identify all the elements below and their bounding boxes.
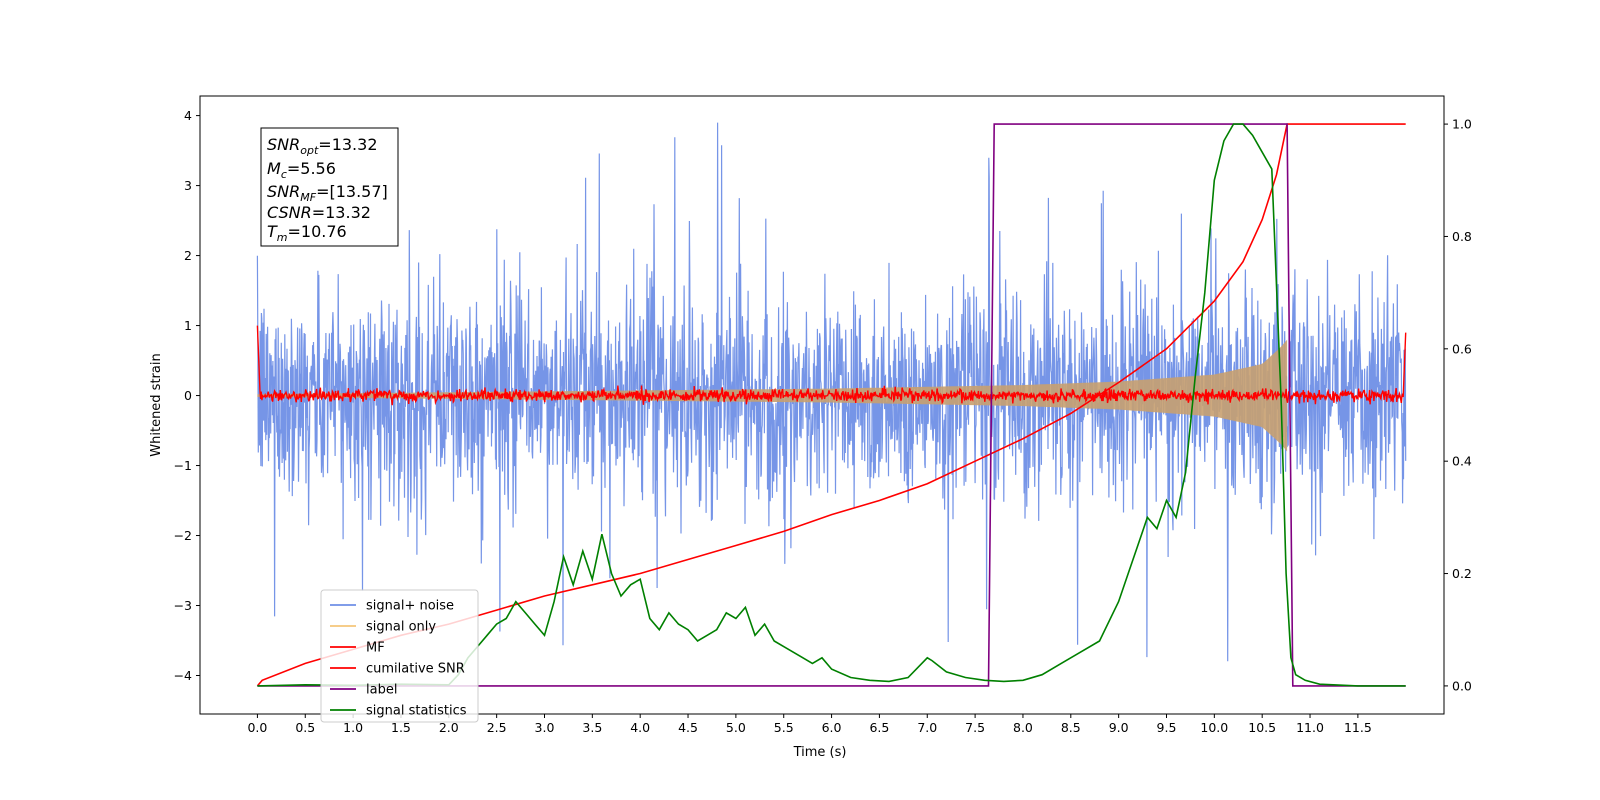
x-tick-label: 8.0 [1013, 720, 1033, 735]
x-axis-label: Time (s) [793, 745, 847, 760]
series-signal-statistics [257, 123, 1406, 687]
annotation-frame [260, 127, 399, 247]
annotation-snr-mf: SNRMF=[13.57] [267, 182, 388, 204]
x-tick-label: 2.0 [439, 720, 459, 735]
x-axis: 0.0 0.5 1.0 1.5 2.0 2.5 3.0 3.5 4.0 4.5 5.0 5.5 6.0 6… [247, 714, 1372, 735]
x-tick-label: 10.5 [1248, 720, 1276, 735]
annotation-snr-opt: SNRopt=13.32 [267, 135, 378, 157]
x-tick-label: 7.0 [917, 720, 937, 735]
annotation-csnr-symbol: CSNR [267, 203, 312, 222]
plot-frame [199, 95, 1445, 715]
legend-label: MF [366, 641, 385, 656]
x-tick-label: 5.5 [774, 720, 794, 735]
annotation-box: SNRopt=13.32 Mc=5.56 SNRMF=[13.57] CSNR=… [260, 127, 399, 247]
annotation-tm-symbol: T [267, 222, 278, 241]
annotation-csnr-value: =13.32 [312, 203, 371, 222]
annotation-mc-symbol: M [267, 159, 281, 178]
y2-tick-label: 0.8 [1452, 229, 1472, 244]
annotation-tm: Tm=10.76 [267, 222, 347, 244]
y-axis-label: Whitened strain [149, 353, 164, 456]
annotation-snr-mf-subscript: MF [300, 191, 316, 204]
x-tick-label: 0.5 [295, 720, 315, 735]
y-tick-label: −4 [174, 668, 192, 683]
x-tick-label: 9.5 [1157, 720, 1177, 735]
x-tick-label: 3.5 [582, 720, 602, 735]
annotation-snr-opt-symbol: SNR [267, 135, 300, 154]
y-tick-label: 4 [184, 108, 192, 123]
annotation-csnr: CSNR=13.32 [267, 203, 371, 222]
y2-tick-label: 0.0 [1452, 678, 1472, 693]
y2-tick-label: 0.2 [1452, 566, 1472, 581]
x-tick-label: 5.0 [726, 720, 746, 735]
annotation-mc-value: =5.56 [287, 159, 336, 178]
legend-label: signal only [366, 620, 436, 635]
x-tick-label: 11.0 [1296, 720, 1324, 735]
y2-tick-label: 1.0 [1452, 117, 1472, 132]
x-tick-label: 7.5 [965, 720, 985, 735]
annotation-tm-subscript: m [277, 231, 288, 244]
y-tick-label: −3 [174, 598, 192, 613]
y-tick-label: 1 [184, 318, 192, 333]
annotation-snr-opt-value: =13.32 [318, 135, 377, 154]
legend-label: label [366, 683, 397, 698]
y2-tick-label: 0.6 [1452, 341, 1472, 356]
x-tick-label: 6.5 [869, 720, 889, 735]
y-tick-label: −2 [174, 528, 192, 543]
y-tick-label: 3 [184, 178, 192, 193]
legend-label: signal+ noise [366, 599, 454, 614]
x-tick-label: 3.0 [535, 720, 555, 735]
x-tick-label: 4.0 [630, 720, 650, 735]
annotation-snr-mf-value: =[13.57] [316, 182, 388, 201]
y2-tick-label: 0.4 [1452, 454, 1472, 469]
y-tick-label: 2 [184, 248, 192, 263]
y-tick-label: 0 [184, 388, 192, 403]
x-tick-label: 0.0 [247, 720, 267, 735]
legend: signal+ noise signal only MF cumilative SNR… [320, 589, 479, 723]
y-axis-right: 0.0 0.2 0.4 0.6 0.8 1.0 [1444, 117, 1472, 693]
annotation-snr-opt-subscript: opt [300, 144, 319, 157]
x-tick-label: 1.0 [343, 720, 363, 735]
annotation-mc: Mc=5.56 [267, 159, 336, 181]
series-mf [256, 325, 1407, 406]
annotation-mc-subscript: c [281, 168, 287, 181]
legend-label: signal statistics [366, 704, 467, 719]
x-tick-label: 10.0 [1200, 720, 1228, 735]
x-tick-label: 9.0 [1109, 720, 1129, 735]
annotation-snr-mf-symbol: SNR [267, 182, 300, 201]
x-tick-label: 11.5 [1344, 720, 1372, 735]
x-tick-label: 4.5 [678, 720, 698, 735]
annotation-tm-value: =10.76 [288, 222, 347, 241]
legend-label: cumilative SNR [366, 662, 465, 677]
x-tick-label: 2.5 [487, 720, 507, 735]
legend-frame [320, 589, 479, 723]
y-tick-label: −1 [174, 458, 192, 473]
series-label [257, 123, 1406, 687]
x-tick-label: 6.0 [822, 720, 842, 735]
x-tick-label: 8.5 [1061, 720, 1081, 735]
x-tick-label: 1.5 [391, 720, 411, 735]
y-axis-left: −4 −3 −2 −1 0 1 2 3 4 [174, 108, 200, 683]
